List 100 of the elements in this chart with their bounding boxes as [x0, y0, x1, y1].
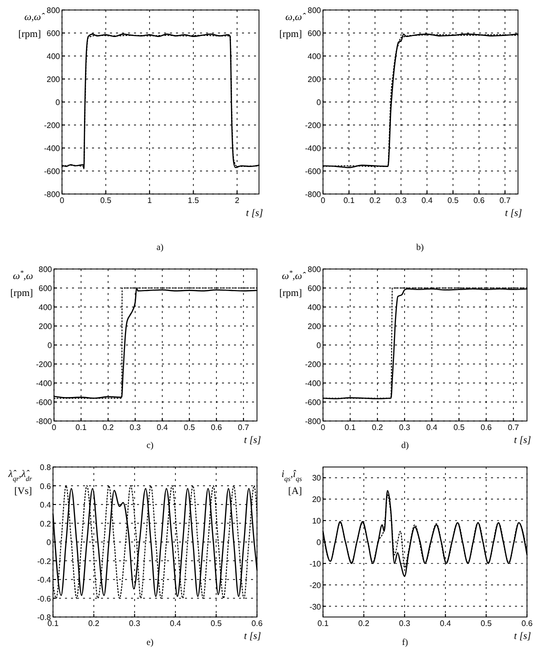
x-tick-label: 0.7: [499, 196, 512, 205]
x-tick-label: 0.5: [453, 423, 466, 432]
y-tick-label: -30: [309, 602, 322, 612]
y-axis-title: i$_{qs}$,î$_{qs}$ [A]: [281, 469, 302, 497]
x-axis-title: t [s]: [514, 435, 532, 446]
x-axis-title: t [s]: [246, 208, 264, 219]
x-tick-label: 0.1: [47, 619, 60, 628]
y-tick-label: 600: [308, 29, 322, 38]
y-tick-label: 0.2: [40, 519, 52, 528]
y-tick-label: 0.6: [40, 482, 52, 491]
y-tick-label: -20: [309, 580, 322, 590]
y-tick-label: -200: [44, 121, 61, 130]
x-tick-label: 0.2: [372, 423, 384, 432]
x-tick-label: 0.6: [473, 196, 486, 205]
x-tick-label: 0.2: [358, 619, 370, 628]
x-tick-label: 0.4: [426, 423, 438, 432]
y-axis-title: ω,ω̂ [rpm]: [18, 12, 45, 40]
y-tick-label: 0: [56, 98, 61, 107]
y-tick-label: -800: [304, 417, 322, 426]
x-axis-title: t [s]: [244, 631, 262, 642]
y-tick-label: 0: [316, 341, 322, 350]
x-tick-label: 0.7: [508, 423, 520, 432]
x-tick-label: 0.5: [184, 423, 196, 432]
x-tick-label: 0.3: [399, 619, 411, 628]
y-tick-label: -200: [304, 121, 322, 130]
y-tick-label: 400: [46, 52, 61, 61]
text: e): [146, 637, 154, 647]
y-tick-label: 600: [38, 284, 53, 293]
x-tick-label: 0.1: [76, 423, 88, 432]
x-tick-label: 0.2: [88, 619, 100, 628]
y-tick-label: 800: [308, 6, 322, 15]
y-tick-label: -600: [304, 398, 322, 407]
y-tick-label: -0.8: [37, 613, 52, 622]
x-tick-label: 0.3: [130, 423, 142, 432]
x-tick-label: 0.4: [170, 619, 182, 628]
y-axis-title: ω,ω̂ [rpm]: [279, 12, 306, 40]
x-tick-label: 0.3: [395, 196, 408, 205]
text: b): [416, 242, 424, 252]
x-tick-label: 0.6: [251, 619, 264, 628]
y-tick-label: 600: [308, 284, 322, 293]
y-tick-label: -600: [36, 398, 53, 407]
x-tick-label: 0.3: [399, 423, 411, 432]
x-tick-label: 0.3: [129, 619, 141, 628]
y-tick-label: -800: [44, 190, 61, 199]
y-tick-label: 0: [46, 538, 52, 547]
y-tick-label: 0: [48, 341, 53, 350]
y-tick-label: 0.4: [40, 500, 52, 510]
y-tick-label: 20: [312, 495, 322, 504]
x-tick-label: 2: [234, 196, 240, 205]
y-tick-label: -400: [36, 379, 53, 388]
x-tick-label: 0.5: [100, 196, 112, 205]
y-tick-label: -600: [44, 167, 61, 176]
text: f): [402, 637, 408, 647]
y-axis-title: ω$^{*}$,ω [rpm]: [10, 269, 33, 299]
x-tick-label: 1: [147, 196, 152, 205]
y-tick-label: -200: [304, 360, 322, 369]
y-tick-label: -400: [44, 144, 61, 153]
x-axis-title: t [s]: [244, 435, 262, 446]
y-tick-label: 200: [46, 75, 61, 84]
x-tick-label: 1.5: [188, 196, 200, 205]
x-tick-label: 0.1: [317, 619, 330, 628]
y-tick-label: -800: [304, 190, 322, 199]
y-tick-label: -10: [309, 559, 322, 568]
y-tick-label: 800: [38, 265, 53, 274]
y-tick-label: 200: [38, 322, 53, 331]
x-tick-label: 0.4: [156, 423, 168, 432]
x-tick-label: 0.6: [521, 619, 534, 628]
text: c): [146, 440, 154, 450]
x-tick-label: 0.2: [102, 423, 114, 432]
x-tick-label: 0.6: [480, 423, 492, 432]
x-tick-label: 0.4: [440, 619, 452, 628]
y-tick-label: 10: [312, 516, 322, 526]
y-tick-label: -0.6: [37, 594, 52, 604]
x-tick-label: 0.1: [343, 196, 356, 205]
y-tick-label: 600: [46, 29, 61, 38]
y-tick-label: 200: [308, 322, 322, 331]
y-axis-title: ω$^{*}$,ω̂ [rpm]: [279, 269, 306, 299]
y-tick-label: 0.8: [40, 463, 52, 472]
x-tick-label: 0.5: [447, 196, 460, 205]
y-tick-label: -200: [36, 360, 53, 369]
y-tick-label: 400: [308, 52, 322, 61]
x-tick-label: 0.4: [421, 196, 434, 205]
y-tick-label: 200: [308, 75, 322, 84]
y-tick-label: -400: [304, 144, 322, 153]
y-tick-label: -0.2: [37, 556, 52, 566]
x-tick-label: 0.2: [369, 196, 382, 205]
y-tick-label: -600: [304, 167, 322, 176]
y-tick-label: 30: [312, 474, 322, 483]
y-tick-label: -800: [36, 417, 53, 426]
x-tick-label: 0.5: [210, 619, 222, 628]
x-axis-title: t [s]: [514, 631, 532, 642]
x-tick-label: 0.7: [238, 423, 250, 432]
y-tick-label: 400: [38, 303, 53, 312]
y-axis-title: λ̂$_{qr}$,λ̂$_{dr}$ [Vs]: [7, 469, 32, 497]
y-tick-label: 400: [308, 303, 322, 312]
y-tick-label: 800: [46, 6, 61, 15]
text: d): [401, 440, 409, 450]
y-tick-label: 0: [316, 98, 322, 107]
text: a): [156, 242, 164, 252]
y-tick-label: 800: [308, 265, 322, 274]
